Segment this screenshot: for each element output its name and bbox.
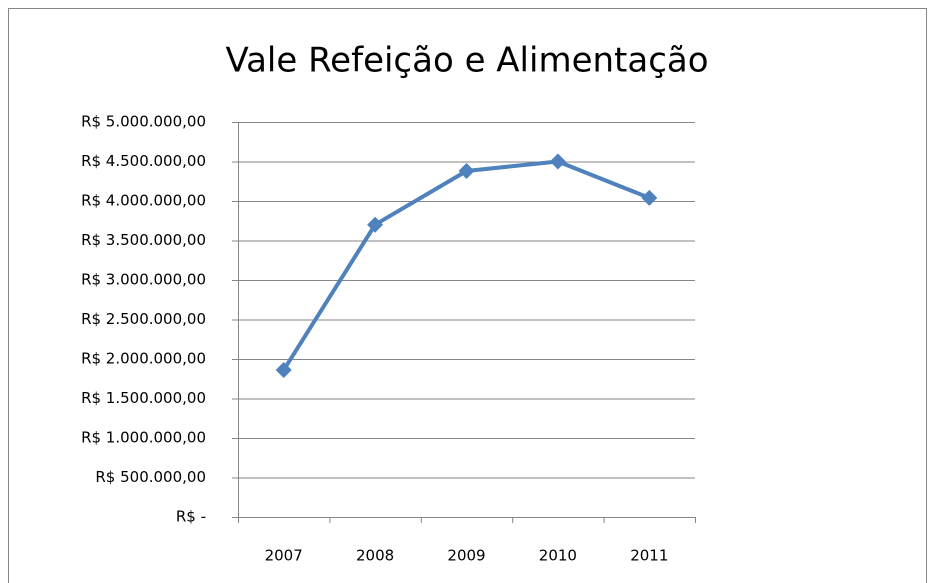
y-tick-label: R$ 2.000.000,00 <box>81 350 206 368</box>
y-tick-label: R$ 5.000.000,00 <box>81 113 206 131</box>
marker <box>367 216 384 233</box>
y-tick-label: R$ 2.500.000,00 <box>81 310 206 328</box>
marker <box>641 189 658 206</box>
y-tick-label: R$ 4.000.000,00 <box>81 192 206 210</box>
y-tick-label: R$ 3.500.000,00 <box>81 231 206 249</box>
marker <box>275 362 292 379</box>
y-tick-label: R$ - <box>176 508 206 526</box>
y-tick-label: R$ 4.500.000,00 <box>81 152 206 170</box>
marker <box>549 153 566 170</box>
y-tick-label: R$ 500.000,00 <box>95 468 206 486</box>
x-tick-label: 2011 <box>630 547 668 565</box>
chart-frame <box>8 8 927 583</box>
y-tick-label: R$ 1.000.000,00 <box>81 429 206 447</box>
x-tick-label: 2008 <box>356 547 394 565</box>
x-tick-label: 2009 <box>447 547 485 565</box>
y-tick-label: R$ 1.500.000,00 <box>81 389 206 407</box>
chart-title: Vale Refeição e Alimentação <box>225 41 708 81</box>
y-tick-label: R$ 3.000.000,00 <box>81 271 206 289</box>
marker <box>458 162 475 179</box>
x-tick-label: 2010 <box>539 547 577 565</box>
x-tick-label: 2007 <box>265 547 303 565</box>
